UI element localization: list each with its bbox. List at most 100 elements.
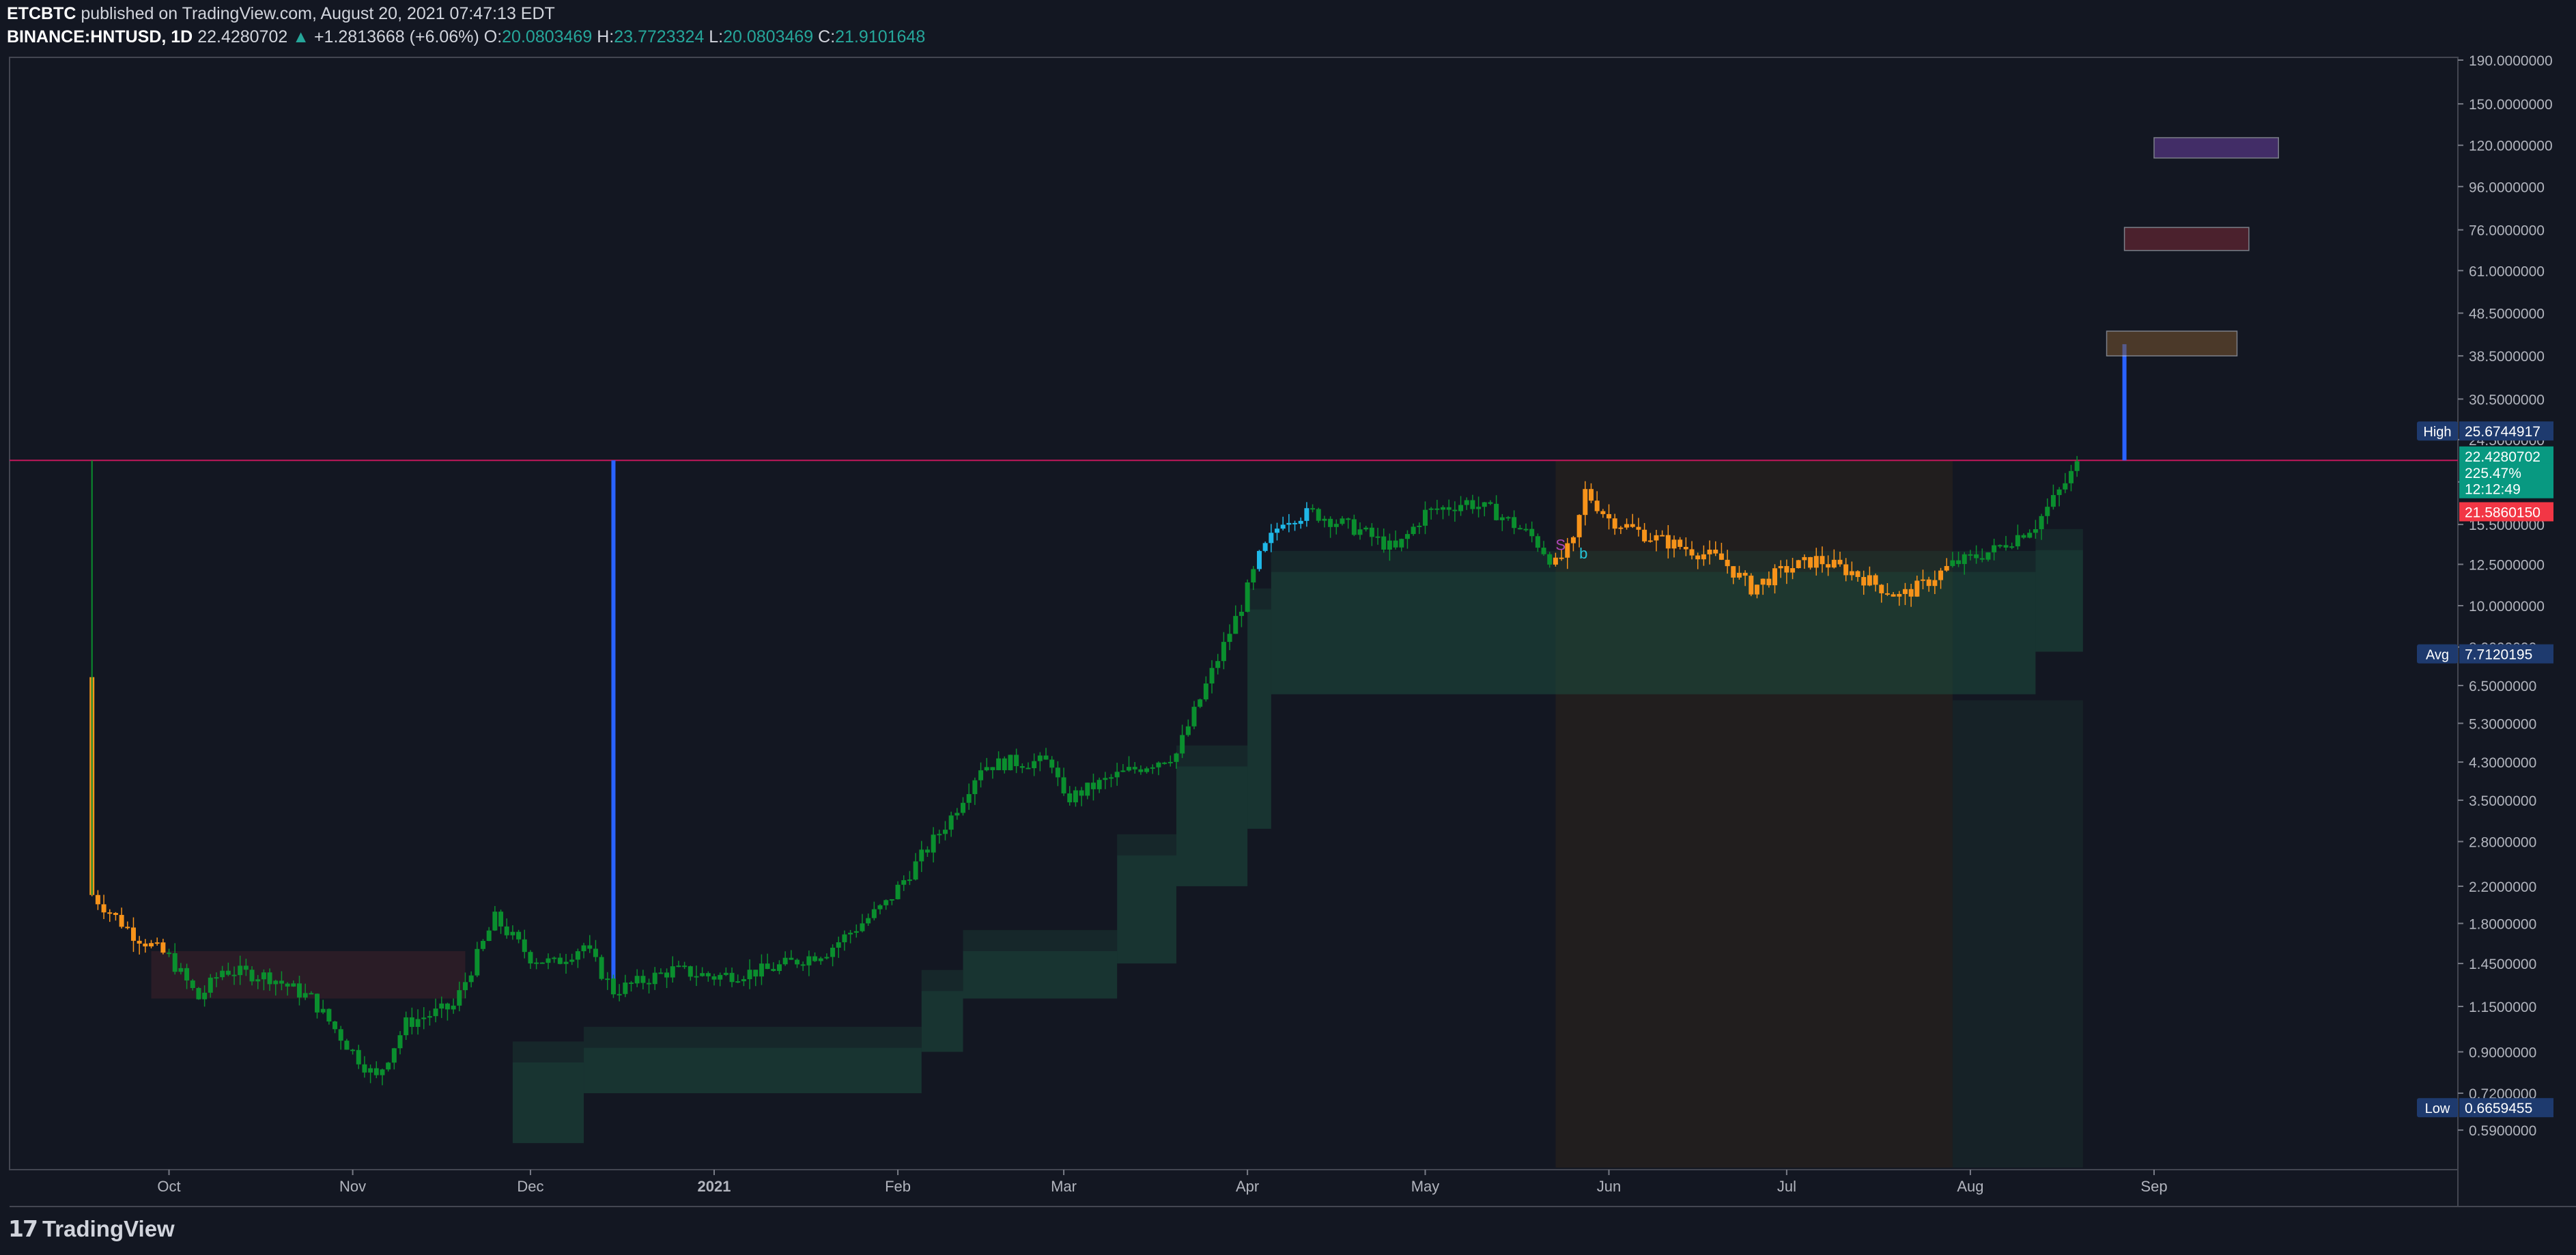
candle-body[interactable] — [1642, 529, 1647, 541]
candle-body[interactable] — [961, 802, 966, 813]
candle-body[interactable] — [617, 993, 622, 996]
candle-body[interactable] — [2033, 529, 2038, 533]
candle-body[interactable] — [1215, 661, 1221, 668]
candle-body[interactable] — [149, 943, 154, 947]
candle-body[interactable] — [1061, 777, 1066, 793]
candle-body[interactable] — [1304, 508, 1310, 521]
candle-body[interactable] — [1245, 582, 1250, 612]
candle-body[interactable] — [1357, 529, 1363, 535]
candle-body[interactable] — [1630, 524, 1635, 527]
candle-body[interactable] — [913, 861, 918, 880]
candle-body[interactable] — [238, 965, 243, 976]
candle-body[interactable] — [225, 970, 231, 975]
candle-body[interactable] — [261, 972, 266, 980]
candle-body[interactable] — [1144, 768, 1150, 772]
candle-body[interactable] — [208, 977, 213, 993]
candle-body[interactable] — [629, 982, 634, 984]
candle-body[interactable] — [877, 905, 883, 909]
candle-body[interactable] — [924, 849, 930, 853]
candle-body[interactable] — [931, 834, 936, 853]
candle-body[interactable] — [1464, 500, 1469, 505]
candle-body[interactable] — [1979, 558, 1985, 560]
candle-body[interactable] — [853, 931, 859, 933]
candle-body[interactable] — [1103, 778, 1108, 780]
candle-body[interactable] — [1612, 518, 1617, 529]
candle-body[interactable] — [1269, 533, 1274, 544]
candle-body[interactable] — [1108, 777, 1114, 779]
candle-body[interactable] — [421, 1017, 427, 1019]
candle-body[interactable] — [812, 956, 818, 961]
candle-body[interactable] — [516, 931, 522, 940]
candle-body[interactable] — [966, 793, 972, 803]
candle-body[interactable] — [806, 956, 812, 965]
candle-body[interactable] — [433, 1009, 438, 1017]
candle-body[interactable] — [1167, 761, 1173, 763]
candle-body[interactable] — [1280, 524, 1286, 529]
candle-body[interactable] — [332, 1021, 338, 1030]
candle-body[interactable] — [1535, 536, 1540, 548]
candle-body[interactable] — [427, 1016, 432, 1018]
candle-body[interactable] — [504, 926, 509, 935]
candle-body[interactable] — [747, 970, 752, 980]
candle-body[interactable] — [1843, 564, 1849, 576]
candle-body[interactable] — [1180, 735, 1185, 754]
candle-body[interactable] — [486, 930, 492, 942]
candle-body[interactable] — [948, 815, 954, 830]
candle-body[interactable] — [1926, 579, 1931, 587]
candle-body[interactable] — [1713, 549, 1718, 554]
candle-body[interactable] — [2039, 516, 2044, 530]
candle-body[interactable] — [937, 834, 942, 836]
candle-body[interactable] — [2021, 535, 2026, 538]
candle-body[interactable] — [1689, 549, 1695, 556]
candle-body[interactable] — [1328, 518, 1333, 527]
candle-body[interactable] — [741, 979, 746, 982]
candle-body[interactable] — [2003, 545, 2009, 548]
candle-body[interactable] — [326, 1009, 332, 1022]
candle-body[interactable] — [1198, 699, 1203, 707]
candle-body[interactable] — [1565, 543, 1570, 558]
candle-body[interactable] — [95, 894, 100, 905]
candle-body[interactable] — [404, 1017, 409, 1036]
candle-body[interactable] — [1985, 552, 1991, 560]
candle-body[interactable] — [1132, 767, 1137, 770]
candle-body[interactable] — [362, 1064, 367, 1073]
candle-body[interactable] — [1576, 515, 1582, 537]
candle-body[interactable] — [765, 963, 770, 970]
candle-body[interactable] — [1559, 557, 1564, 559]
candle-body[interactable] — [1499, 517, 1505, 520]
candle-body[interactable] — [1813, 556, 1819, 568]
candle-body[interactable] — [1997, 545, 2002, 547]
candle-body[interactable] — [1227, 634, 1232, 643]
candle-body[interactable] — [557, 957, 563, 964]
candle-body[interactable] — [593, 948, 598, 957]
candle-body[interactable] — [2045, 507, 2050, 516]
candle-body[interactable] — [954, 813, 960, 816]
candle-body[interactable] — [190, 980, 195, 989]
candle-body[interactable] — [1938, 570, 1944, 580]
candle-body[interactable] — [528, 952, 533, 964]
candle-body[interactable] — [380, 1069, 385, 1075]
candle-body[interactable] — [1387, 540, 1392, 550]
candle-body[interactable] — [1707, 549, 1712, 554]
candle-body[interactable] — [391, 1048, 397, 1063]
candle-body[interactable] — [889, 899, 894, 901]
candle-body[interactable] — [1340, 518, 1345, 524]
candle-body[interactable] — [462, 982, 468, 991]
candle-body[interactable] — [1636, 526, 1641, 530]
candle-body[interactable] — [1820, 556, 1825, 565]
candle-body[interactable] — [1428, 508, 1434, 510]
candle-body[interactable] — [273, 981, 279, 985]
candle-body[interactable] — [996, 758, 1002, 770]
candle-body[interactable] — [599, 957, 604, 979]
candle-body[interactable] — [658, 972, 664, 974]
candle-body[interactable] — [1974, 554, 1979, 559]
candle-body[interactable] — [1594, 500, 1600, 511]
target-box[interactable] — [2153, 137, 2279, 159]
candle-body[interactable] — [130, 927, 136, 941]
candle-body[interactable] — [1902, 589, 1908, 594]
candle-body[interactable] — [1404, 534, 1410, 539]
candle-body[interactable] — [302, 993, 308, 998]
candle-body[interactable] — [1766, 578, 1772, 586]
candle-body[interactable] — [2063, 483, 2068, 490]
candle-body[interactable] — [1867, 575, 1872, 586]
